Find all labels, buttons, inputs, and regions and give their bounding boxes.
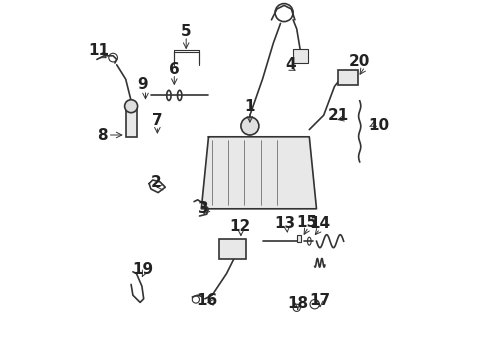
Text: 7: 7 [152, 113, 163, 128]
Bar [125, 108, 136, 137]
Text: 21: 21 [327, 108, 349, 123]
Text: 8: 8 [97, 127, 107, 143]
Text: 16: 16 [196, 293, 218, 308]
Bar [292, 49, 307, 63]
Text: 5: 5 [181, 24, 191, 39]
Text: 13: 13 [274, 216, 295, 231]
Bar [219, 239, 246, 259]
Text: 2: 2 [151, 175, 162, 190]
Text: 6: 6 [168, 62, 179, 77]
Text: 19: 19 [132, 262, 153, 277]
Circle shape [241, 117, 258, 135]
Circle shape [124, 100, 137, 113]
Polygon shape [201, 137, 316, 209]
Text: 12: 12 [229, 219, 250, 234]
Text: 20: 20 [348, 54, 369, 69]
Text: 17: 17 [309, 293, 330, 308]
Text: 14: 14 [309, 216, 330, 231]
Bar [337, 70, 357, 85]
Text: 1: 1 [244, 99, 255, 114]
Text: 10: 10 [367, 118, 388, 133]
Text: 9: 9 [138, 77, 148, 92]
Text: 3: 3 [197, 201, 208, 216]
Text: 4: 4 [285, 57, 295, 72]
Text: 18: 18 [286, 296, 308, 311]
Bar [296, 235, 301, 242]
Text: 11: 11 [88, 43, 109, 58]
Text: 15: 15 [295, 215, 316, 230]
